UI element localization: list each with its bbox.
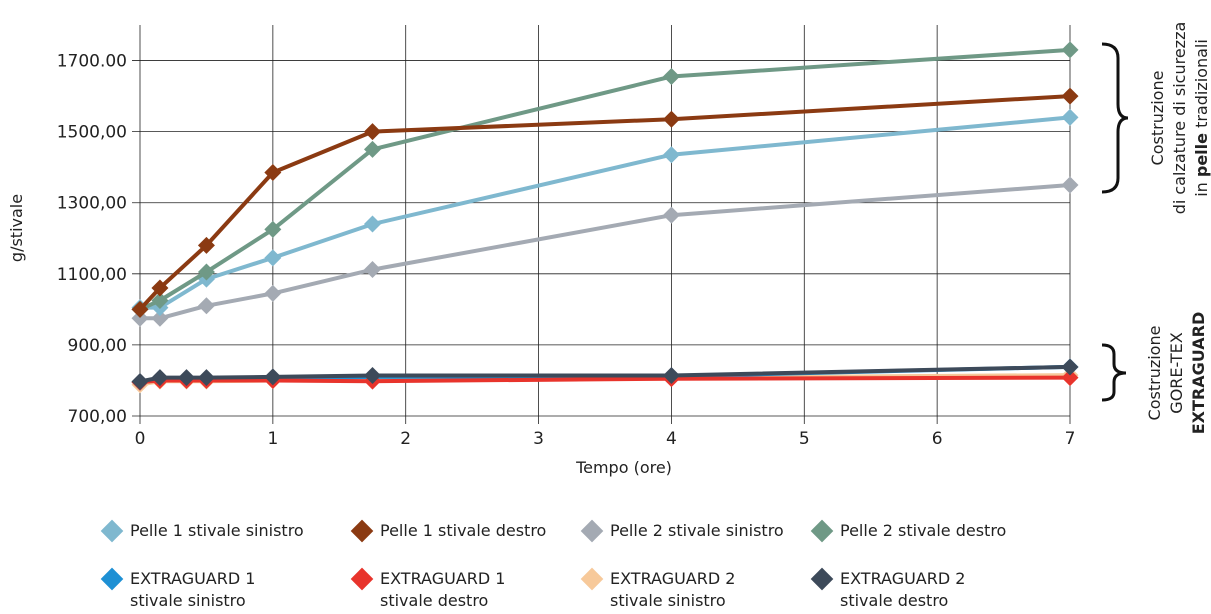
data-point [197,297,215,315]
legend-item: EXTRAGUARD 1 stivale sinistro [100,567,256,612]
y-tick-label: 900,00 [68,336,127,356]
x-tick-label: 5 [799,429,810,449]
y-tick-label: 700,00 [68,407,127,427]
data-point [1061,358,1079,376]
series-layer [131,41,1079,394]
legend-item: Pelle 2 stivale sinistro [580,519,784,543]
goretex-annotation-line-1: Costruzione [1145,326,1164,421]
leather-annotation-line-1: Costruzione [1148,71,1167,166]
legend-marker [350,567,374,591]
x-tick-label: 1 [267,429,278,449]
data-point [662,146,680,164]
data-point [364,140,381,158]
legend-marker [810,567,834,591]
x-tick-label: 4 [666,429,677,449]
x-tick-label: 7 [1065,429,1076,449]
legend-marker [580,567,604,591]
data-point [1061,87,1079,105]
series-line [140,115,1071,310]
data-point [197,263,215,281]
data-point [364,261,381,279]
data-point [662,110,680,128]
data-point [197,369,215,387]
legend-item: EXTRAGUARD 2 stivale sinistro [580,567,736,612]
data-point [662,68,680,86]
data-point [264,368,282,386]
legend-label: Pelle 2 stivale sinistro [610,521,784,540]
goretex-brace [1101,343,1127,402]
goretex-annotation-line-3: EXTRAGUARD [1189,312,1208,435]
legend-item: Pelle 1 stivale sinistro [100,519,304,543]
series-group [131,108,1079,317]
data-point [264,220,282,238]
data-point [1061,41,1079,59]
data-point [264,284,282,302]
leather-brace [1101,42,1129,194]
data-point [1061,108,1079,126]
legend-label: EXTRAGUARD 2 stivale destro [840,569,966,610]
legend-marker [100,567,124,591]
y-tick-label: 1500,00 [57,123,127,143]
legend-marker [100,519,124,543]
data-point [662,206,680,224]
legend-item: EXTRAGUARD 2 stivale destro [810,567,966,612]
y-tick-label: 1700.00 [57,52,127,72]
data-point [364,366,381,384]
data-point [364,215,381,233]
data-point [151,279,169,297]
legend-marker [810,519,834,543]
x-axis-label: Tempo (ore) [575,458,672,477]
legend-item: Pelle 1 stivale destro [350,519,547,543]
legend-item: Pelle 2 stivale destro [810,519,1007,543]
leather-annotation-in: in [1192,177,1211,197]
data-point [151,291,169,309]
legend-label: Pelle 2 stivale destro [840,521,1007,540]
data-point [178,369,195,387]
goretex-annotation-line-2: GORE-TEX [1167,332,1186,413]
data-point [131,300,149,318]
y-tick-label: 1300,00 [57,194,127,214]
y-axis-label: g/stivale [7,194,26,262]
data-point [151,309,169,327]
legend-marker [350,519,374,543]
x-tick-label: 3 [533,429,544,449]
series-group [131,87,1079,318]
series-group [131,358,1079,391]
grid-layer [132,25,1071,417]
legend-label: EXTRAGUARD 2 stivale sinistro [610,569,736,610]
data-point [131,309,149,327]
legend-label: EXTRAGUARD 1 stivale destro [380,569,506,610]
y-tick-label: 1100,00 [57,265,127,285]
series-line [139,47,1071,312]
data-point [197,236,215,254]
series-group [131,176,1079,327]
x-tick-label: 2 [400,429,411,449]
legend-label: Pelle 1 stivale sinistro [130,521,304,540]
legend-label: EXTRAGUARD 1 stivale sinistro [130,569,256,610]
leather-annotation-tail: tradizionali [1192,39,1211,133]
leather-annotation-line-3: in pelle tradizionali [1192,39,1211,197]
data-point [131,373,149,391]
legend-marker [580,519,604,543]
data-point [1061,176,1079,194]
data-point [364,123,381,141]
leather-annotation-line-2: di calzature di sicurezza [1170,22,1189,215]
legend-label: Pelle 1 stivale destro [380,521,547,540]
data-point [264,249,282,267]
axis-layer: 700,00 900,00 1100,00 1300,00 1500,00 1700.00… [57,52,1076,449]
data-point [662,366,680,384]
data-point [151,369,169,387]
legend-item: EXTRAGUARD 1 stivale destro [350,567,506,612]
leather-annotation-bold: pelle [1192,133,1211,177]
x-tick-label: 0 [135,429,146,449]
data-point [1061,369,1079,387]
x-tick-label: 6 [932,429,943,449]
data-point [264,164,282,182]
series-line [140,183,1071,321]
